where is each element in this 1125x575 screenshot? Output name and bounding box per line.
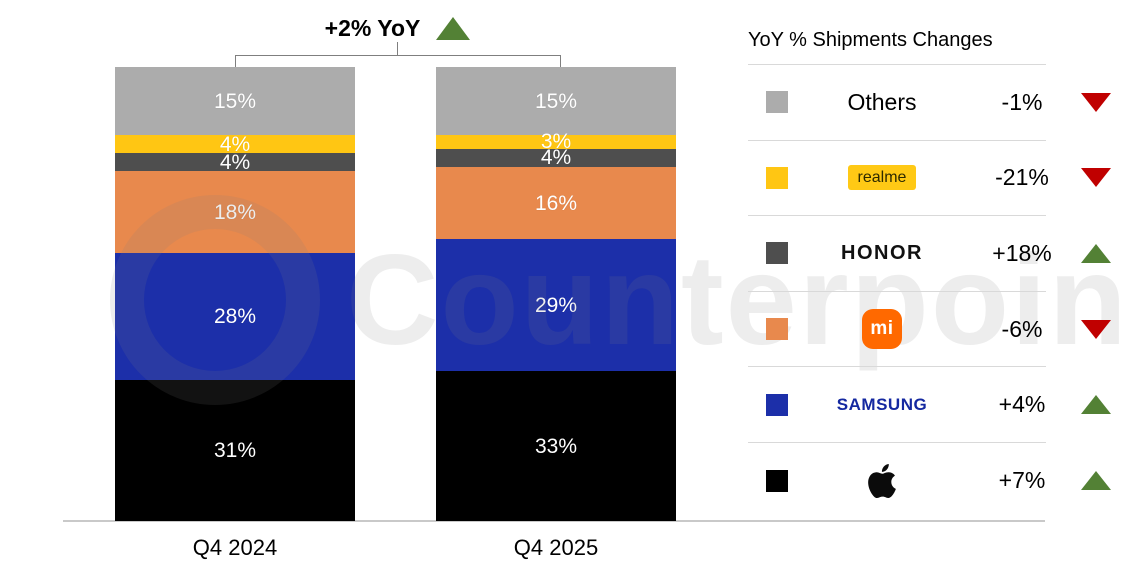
honor-swatch	[766, 242, 788, 265]
legend-row-realme: realme -21%	[748, 141, 1111, 217]
bar-segment-apple: 33%	[436, 371, 676, 521]
legend-row-honor: HONOR +18%	[748, 216, 1111, 292]
bar-segment-apple: 31%	[115, 380, 355, 521]
xiaomi-swatch	[766, 318, 788, 341]
segment-value-label: 3%	[540, 130, 572, 154]
realme-change-value: -21%	[995, 164, 1049, 191]
segment-value-label: 4%	[219, 150, 251, 174]
legend-header: YoY % Shipments Changes	[748, 14, 1046, 65]
honor-logo: HONOR	[841, 241, 923, 264]
apple-swatch	[766, 469, 788, 492]
bar-segment-xiaomi: 18%	[115, 171, 355, 254]
legend-panel: YoY % Shipments Changes Others -1% realm…	[748, 14, 1111, 519]
down-triangle-icon	[1081, 92, 1111, 112]
bar-segment-honor: 4%	[436, 146, 676, 170]
up-triangle-icon	[1081, 243, 1111, 263]
mi-logo-text: mi	[870, 318, 894, 340]
segment-value-label: 15%	[534, 89, 578, 113]
segment-value-label: 31%	[213, 439, 257, 463]
up-triangle-icon	[436, 16, 471, 40]
xiaomi-mi-logo: mi	[862, 309, 902, 350]
realme-swatch	[766, 166, 788, 189]
bracket-left-tick	[235, 55, 236, 67]
legend-row-apple: +7%	[748, 443, 1111, 519]
samsung-logo: SAMSUNG	[836, 394, 928, 414]
segment-value-label: 33%	[534, 434, 578, 458]
chart-title: +2% YoY	[235, 12, 560, 44]
others-change-value: -1%	[1001, 88, 1043, 115]
segment-value-label: 4%	[540, 146, 572, 170]
stacked-bar-q4-2024: 15% 4% 4% 18% 28% 31%	[115, 67, 355, 521]
legend-row-samsung: SAMSUNG +4%	[748, 367, 1111, 443]
segment-value-label: 4%	[219, 132, 251, 156]
samsung-change-value: +4%	[998, 391, 1046, 418]
samsung-swatch	[766, 393, 788, 416]
segment-value-label: 29%	[534, 293, 578, 317]
x-axis-line	[63, 520, 1045, 522]
segment-value-label: 28%	[213, 305, 257, 329]
xiaomi-change-value: -6%	[1001, 315, 1043, 342]
others-label: Others	[847, 88, 917, 115]
others-swatch	[766, 91, 788, 114]
bar-segment-others: 15%	[115, 67, 355, 136]
realme-logo: realme	[847, 165, 917, 191]
up-triangle-icon	[1081, 395, 1111, 415]
down-triangle-icon	[1081, 168, 1111, 188]
up-triangle-icon	[1081, 471, 1111, 491]
legend-row-xiaomi: mi -6%	[748, 292, 1111, 368]
legend-row-others: Others -1%	[748, 65, 1111, 141]
bar-segment-realme: 4%	[115, 132, 355, 156]
bracket-right-tick	[560, 55, 561, 67]
honor-change-value: +18%	[992, 239, 1052, 266]
segment-value-label: 16%	[534, 191, 578, 215]
bar-segment-samsung: 28%	[115, 253, 355, 381]
bar-segment-honor: 4%	[115, 150, 355, 174]
bracket-stem	[397, 42, 398, 56]
down-triangle-icon	[1081, 319, 1111, 339]
bar-segment-xiaomi: 16%	[436, 166, 676, 240]
yoy-total-label: +2% YoY	[324, 14, 421, 41]
bar-segment-realme: 3%	[436, 131, 676, 152]
segment-value-label: 18%	[213, 200, 257, 224]
bar-segment-others: 15%	[436, 67, 676, 136]
apple-logo	[868, 463, 896, 498]
segment-value-label: 15%	[213, 89, 257, 113]
x-axis-label-q4-2024: Q4 2024	[192, 535, 278, 560]
apple-change-value: +7%	[998, 467, 1046, 494]
bar-segment-samsung: 29%	[436, 239, 676, 372]
bracket-line	[235, 55, 561, 56]
x-axis-label-q4-2025: Q4 2025	[513, 535, 599, 560]
stacked-bar-q4-2025: 15% 3% 4% 16% 29% 33%	[436, 67, 676, 521]
